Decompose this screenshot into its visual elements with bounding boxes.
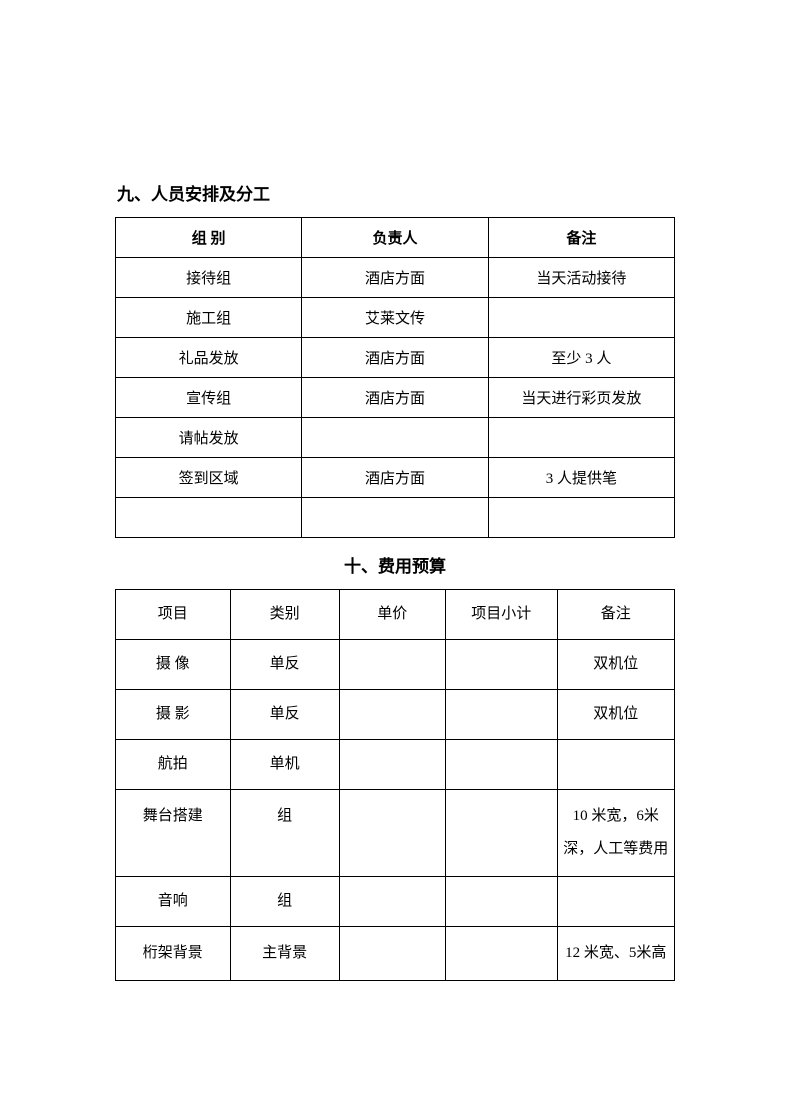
table-cell: 至少 3 人	[488, 338, 674, 378]
section-2-heading: 十、费用预算	[115, 552, 675, 577]
table-row: 摄 像 单反 双机位	[116, 640, 675, 690]
table-cell	[339, 740, 445, 790]
table-cell: 单反	[230, 640, 339, 690]
table-cell: 请帖发放	[116, 418, 302, 458]
table-row: 礼品发放 酒店方面 至少 3 人	[116, 338, 675, 378]
table-cell: 酒店方面	[302, 258, 488, 298]
table-cell: 摄 影	[116, 690, 231, 740]
table-cell: 酒店方面	[302, 378, 488, 418]
table-header-row: 组 别 负责人 备注	[116, 218, 675, 258]
table-cell	[488, 418, 674, 458]
table-cell	[445, 790, 557, 877]
table-cell	[445, 740, 557, 790]
table-cell: 桁架背景	[116, 927, 231, 981]
table-cell	[557, 740, 674, 790]
table-cell: 当天进行彩页发放	[488, 378, 674, 418]
table-cell: 接待组	[116, 258, 302, 298]
table-cell: 签到区域	[116, 458, 302, 498]
header-cell: 单价	[339, 590, 445, 640]
table-row: 宣传组 酒店方面 当天进行彩页发放	[116, 378, 675, 418]
table-cell: 酒店方面	[302, 458, 488, 498]
table-header-row: 项目 类别 单价 项目小计 备注	[116, 590, 675, 640]
table-row: 桁架背景 主背景 12 米宽、5米高	[116, 927, 675, 981]
table-cell	[445, 877, 557, 927]
table-cell: 音响	[116, 877, 231, 927]
table-cell: 10 米宽，6米深，人工等费用	[557, 790, 674, 877]
table-cell: 航拍	[116, 740, 231, 790]
table-cell	[302, 498, 488, 538]
header-cell: 项目	[116, 590, 231, 640]
table-row: 请帖发放	[116, 418, 675, 458]
table-cell	[339, 690, 445, 740]
table-cell: 艾莱文传	[302, 298, 488, 338]
table-cell: 单反	[230, 690, 339, 740]
table-cell: 3 人提供笔	[488, 458, 674, 498]
table-cell	[116, 498, 302, 538]
header-cell: 类别	[230, 590, 339, 640]
table-cell	[445, 640, 557, 690]
header-cell: 备注	[557, 590, 674, 640]
table-cell	[445, 927, 557, 981]
table-cell	[488, 298, 674, 338]
table-row: 音响 组	[116, 877, 675, 927]
table-cell: 酒店方面	[302, 338, 488, 378]
table-cell: 礼品发放	[116, 338, 302, 378]
table-row: 施工组 艾莱文传	[116, 298, 675, 338]
header-cell: 项目小计	[445, 590, 557, 640]
header-cell: 组 别	[116, 218, 302, 258]
header-cell: 负责人	[302, 218, 488, 258]
table-cell	[339, 640, 445, 690]
table-row	[116, 498, 675, 538]
table-cell: 宣传组	[116, 378, 302, 418]
table-row: 舞台搭建 组 10 米宽，6米深，人工等费用	[116, 790, 675, 877]
table-cell	[445, 690, 557, 740]
budget-table: 项目 类别 单价 项目小计 备注 摄 像 单反 双机位 摄 影 单反 双机位 航…	[115, 589, 675, 981]
header-cell: 备注	[488, 218, 674, 258]
table-cell: 当天活动接待	[488, 258, 674, 298]
table-cell: 双机位	[557, 640, 674, 690]
table-cell: 舞台搭建	[116, 790, 231, 877]
table-cell: 双机位	[557, 690, 674, 740]
table-cell: 单机	[230, 740, 339, 790]
table-cell	[488, 498, 674, 538]
table-cell	[339, 790, 445, 877]
table-row: 接待组 酒店方面 当天活动接待	[116, 258, 675, 298]
table-cell: 12 米宽、5米高	[557, 927, 674, 981]
personnel-table: 组 别 负责人 备注 接待组 酒店方面 当天活动接待 施工组 艾莱文传 礼品发放…	[115, 217, 675, 538]
table-cell: 摄 像	[116, 640, 231, 690]
table-row: 签到区域 酒店方面 3 人提供笔	[116, 458, 675, 498]
table-cell: 主背景	[230, 927, 339, 981]
table-cell	[557, 877, 674, 927]
table-row: 航拍 单机	[116, 740, 675, 790]
table-cell	[339, 877, 445, 927]
table-cell: 组	[230, 790, 339, 877]
table-cell	[339, 927, 445, 981]
table-cell: 组	[230, 877, 339, 927]
section-1-heading: 九、人员安排及分工	[115, 180, 675, 205]
table-cell: 施工组	[116, 298, 302, 338]
table-cell	[302, 418, 488, 458]
table-row: 摄 影 单反 双机位	[116, 690, 675, 740]
